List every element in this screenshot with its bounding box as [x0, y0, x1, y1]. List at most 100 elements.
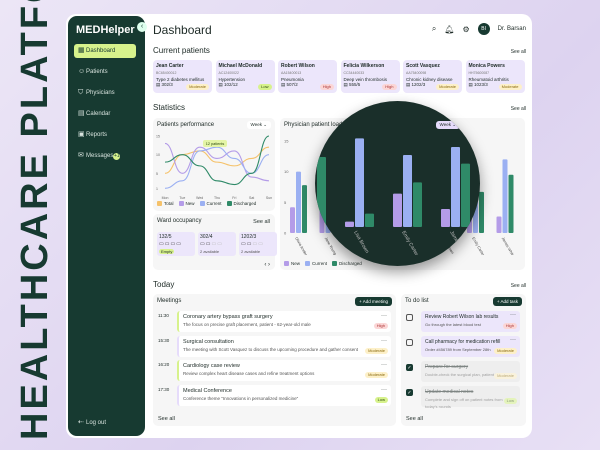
more-icon[interactable]: ···: [381, 362, 387, 368]
sidebar-item-messages[interactable]: ✉ Messages+1: [74, 149, 136, 163]
sidebar-item-calendar[interactable]: ▤Calendar: [74, 107, 136, 121]
severity-badge: High: [382, 84, 397, 90]
patient-diagnosis: Chronic kidney disease: [406, 76, 453, 82]
patient-room: 507/2: [286, 82, 298, 88]
page-title: Dashboard: [153, 23, 212, 37]
x-tick-label: James White: [501, 237, 515, 256]
todo-item[interactable]: Prepare for surgery Double-check the surg…: [421, 361, 520, 382]
shield-icon: ⛉: [78, 89, 84, 96]
sidebar-item-patients[interactable]: ☺Patients: [74, 65, 136, 79]
series-line-new: [164, 142, 270, 182]
todo-checkbox[interactable]: ✓: [406, 389, 413, 396]
patient-diagnosis: Rheumatoid arthritis: [468, 76, 509, 82]
legend-label: New: [185, 201, 195, 206]
patient-card[interactable]: Jean Carter BC65400012 Type 2 diabetes mel…: [153, 60, 212, 93]
period-dropdown[interactable]: Week ⌄: [435, 121, 460, 129]
legend-swatch: [157, 201, 162, 207]
patient-id: CC34440033: [343, 70, 365, 75]
more-icon[interactable]: ···: [510, 337, 516, 343]
sidebar-item-label: Dashboard: [86, 48, 116, 54]
priority-badge: High: [502, 323, 517, 329]
gear-icon[interactable]: ⚙: [462, 24, 470, 34]
patient-card[interactable]: Robert Wilson AA15400013 Pneumonia ▤ 507/2 H…: [278, 60, 337, 93]
patient-diagnosis: Pneumonia: [281, 76, 304, 82]
more-icon[interactable]: ···: [381, 337, 387, 344]
carousel-arrows[interactable]: ‹ ›: [264, 262, 270, 268]
logout-button[interactable]: ⇠ Log out: [74, 416, 136, 430]
bell-icon[interactable]: 🔔︎: [444, 24, 455, 34]
x-tick-label: Olivia Anderson: [294, 237, 311, 256]
todo-checkbox[interactable]: [406, 339, 413, 346]
severity-badge: Low: [258, 84, 272, 90]
today-see-all[interactable]: See all: [510, 283, 526, 289]
avatar[interactable]: BI: [477, 23, 490, 35]
patient-name: Monica Powers: [468, 63, 505, 69]
ward-room: 132/5: [159, 234, 172, 240]
statistics-see-all[interactable]: See all: [510, 106, 526, 112]
ward-status: Empty: [159, 249, 175, 254]
ward-see-all[interactable]: See all: [253, 219, 270, 225]
meeting-time: 11:30: [158, 313, 169, 318]
bed-icon: ▤: [343, 82, 350, 88]
legend-item: Current: [305, 261, 327, 267]
meetings-see-all[interactable]: See all: [158, 416, 175, 422]
more-icon[interactable]: ···: [381, 386, 387, 393]
period-dropdown[interactable]: Week ⌄: [246, 121, 271, 129]
bed-icon: ▤: [156, 82, 162, 88]
add-task-button[interactable]: + Add task: [492, 297, 522, 306]
user-name[interactable]: Dr. Barsan: [497, 26, 526, 32]
todo-item[interactable]: Review Robert Wilson lab results Go throu…: [421, 311, 520, 332]
todo-checkbox[interactable]: ✓: [406, 364, 413, 371]
collapse-sidebar-button[interactable]: ‹: [137, 22, 147, 32]
sidebar-item-label: Physicians: [86, 90, 115, 96]
todo-item[interactable]: Call pharmacy for medication refill Order…: [421, 336, 520, 357]
bed-icon: ▤: [406, 82, 412, 88]
todo-desc: Order #456789 from September 28th: [425, 347, 491, 352]
bar-discharged: [365, 213, 374, 227]
sidebar-item-label: Reports: [86, 132, 108, 138]
bar-discharged: [302, 185, 307, 233]
sidebar-item-physicians[interactable]: ⛉ Physicians: [74, 86, 136, 100]
y-tick-label: 10: [284, 169, 289, 174]
todo-item[interactable]: Update medical notes Complete and sign of…: [421, 386, 520, 409]
patient-card[interactable]: Scott Vasquez AA75400098 Chronic kidney di…: [403, 60, 462, 93]
bar-current: [502, 159, 508, 233]
more-icon[interactable]: ···: [510, 312, 516, 318]
patient-card[interactable]: Monica Powers HH75600087 Rheumatoid arthri…: [465, 60, 525, 93]
add-meeting-button[interactable]: + Add meeting: [355, 297, 392, 306]
sidebar-item-dashboard[interactable]: ▦Dashboard: [74, 44, 136, 58]
series-line-discharged: [164, 135, 270, 186]
patient-card[interactable]: Michael McDonald AC12400022 Hypertension ▤ …: [215, 60, 275, 93]
app-window: MEDHelper ▦Dashboard ☺Patients ⛉ Physicians…: [66, 14, 532, 438]
todo-panel: To do list + Add task Review Robert Wils…: [401, 294, 526, 426]
ward-card[interactable]: 302/4 ▭▭▭▭ 2 available: [198, 232, 236, 256]
bar-current: [355, 138, 364, 227]
patients-performance-panel: Patients performance Week ⌄ 1 5 10 15 Mon Tue…: [153, 118, 275, 211]
todo-checkbox[interactable]: [406, 314, 413, 321]
meetings-panel: Meetings + Add meeting 11:30 Coronary art…: [153, 294, 396, 426]
patient-id: AA15400013: [281, 70, 302, 75]
meeting-item[interactable]: Cardiology case review Review complex hea…: [177, 360, 391, 381]
sidebar-item-reports[interactable]: ▣Reports: [74, 128, 136, 142]
legend-label: New: [291, 261, 301, 266]
search-icon[interactable]: ⌕: [431, 24, 437, 33]
patient-card[interactable]: Felicia Wilkerson CC34440033 Deep vein thr…: [340, 60, 400, 93]
bed-icon: ▤: [281, 82, 287, 88]
ward-card[interactable]: 132/5 ▭▭▭▭ Empty: [157, 232, 195, 256]
message-icon: ✉: [78, 152, 84, 159]
todo-title: Prepare for surgery: [425, 364, 469, 370]
ward-status: 2 available: [200, 249, 220, 254]
patients-see-all[interactable]: See all: [510, 49, 526, 55]
meeting-item[interactable]: Surgical consultation The meeting with Sc…: [177, 335, 391, 357]
legend-swatch: [284, 261, 289, 267]
more-icon[interactable]: ···: [381, 313, 387, 319]
ward-card[interactable]: 1202/3 ▭▭▭▭ 2 available: [239, 232, 277, 256]
todo-see-all[interactable]: See all: [406, 416, 423, 422]
patient-name: Felicia Wilkerson: [343, 63, 385, 69]
meeting-item[interactable]: Medical Conference Conference theme "Inno…: [177, 384, 391, 406]
ward-status: 2 available: [241, 249, 261, 254]
patient-name: Jean Carter: [156, 63, 184, 69]
priority-badge: Moderate: [494, 348, 517, 354]
meeting-item[interactable]: Coronary artery bypass graft surgery The …: [177, 311, 391, 332]
